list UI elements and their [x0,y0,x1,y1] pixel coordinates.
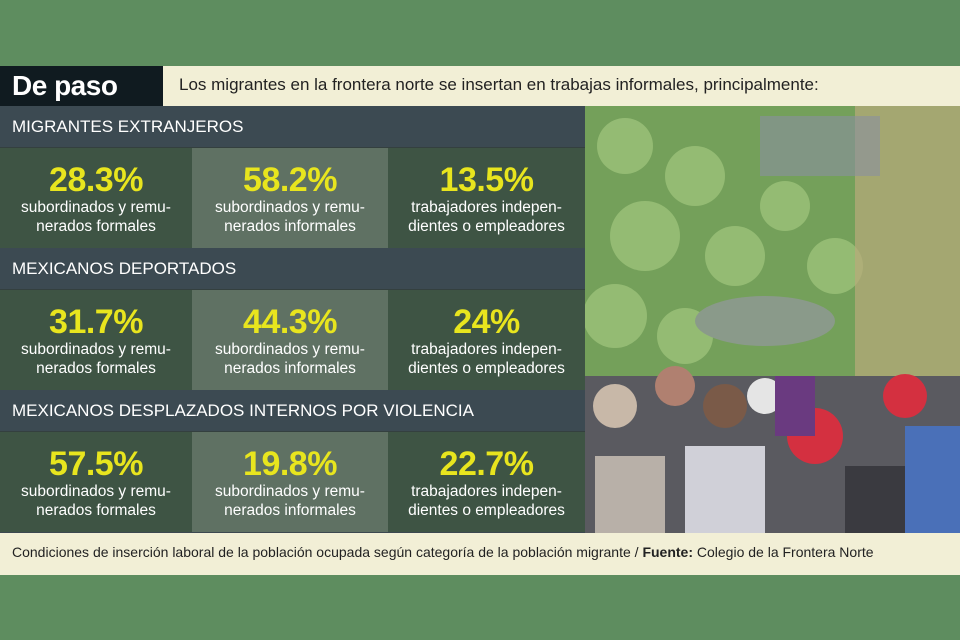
stat-card: 19.8% subordinados y remu- nerados infor… [192,432,388,532]
stat-desc-line1: subordinados y remu- [215,483,365,500]
stat-desc-line2: nerados formales [36,360,156,377]
stat-card: 28.3% subordinados y remu- nerados forma… [0,148,192,248]
stat-value: 19.8% [243,445,337,483]
stat-desc-line2: nerados formales [36,502,156,519]
stat-desc-line1: trabajadores indepen- [411,199,562,216]
stat-desc-line2: nerados informales [224,218,356,235]
stat-desc-line1: subordinados y remu- [21,483,171,500]
section-heading: MIGRANTES EXTRANJEROS [0,106,585,147]
source-text: Colegio de la Frontera Norte [693,544,874,560]
stat-card: 22.7% trabajadores indepen- dientes o em… [388,432,585,532]
stat-card: 13.5% trabajadores indepen- dientes o em… [388,148,585,248]
stat-value: 58.2% [243,161,337,199]
footer-caption: Condiciones de inserción laboral de la p… [0,533,960,575]
stat-desc-line1: subordinados y remu- [215,341,365,358]
stat-card: 31.7% subordinados y remu- nerados forma… [0,290,192,390]
stat-desc-line2: nerados informales [224,502,356,519]
stats-row: 57.5% subordinados y remu- nerados forma… [0,431,585,532]
stat-desc-line1: subordinados y remu- [21,199,171,216]
title: De paso [0,66,163,106]
stat-desc-line1: subordinados y remu- [215,199,365,216]
stat-value: 22.7% [439,445,534,483]
stats-row: 28.3% subordinados y remu- nerados forma… [0,147,585,248]
stat-card: 57.5% subordinados y remu- nerados forma… [0,432,192,532]
stats-row: 31.7% subordinados y remu- nerados forma… [0,289,585,390]
source-label: Fuente: [642,544,693,560]
stat-value: 57.5% [49,445,143,483]
stats-panel: MIGRANTES EXTRANJEROS 28.3% subordinados … [0,106,585,533]
caption-text: Condiciones de inserción laboral de la p… [12,544,643,560]
migrants-photo [585,106,960,533]
stat-value: 31.7% [49,303,143,341]
stat-desc-line2: nerados formales [36,218,156,235]
stat-desc-line2: dientes o empleadores [408,360,565,377]
stat-card: 44.3% subordinados y remu- nerados infor… [192,290,388,390]
stat-value: 24% [453,303,520,341]
stat-desc-line2: dientes o empleadores [408,218,565,235]
stat-desc-line2: nerados informales [224,360,356,377]
stat-value: 44.3% [243,303,337,341]
stat-card: 24% trabajadores indepen- dientes o empl… [388,290,585,390]
stat-value: 28.3% [49,161,143,199]
section-heading: MEXICANOS DEPORTADOS [0,248,585,289]
stat-value: 13.5% [439,161,534,199]
stat-card: 58.2% subordinados y remu- nerados infor… [192,148,388,248]
stat-desc-line2: dientes o empleadores [408,502,565,519]
stat-desc-line1: trabajadores indepen- [411,341,562,358]
stat-desc-line1: subordinados y remu- [21,341,171,358]
intro-text: Los migrantes en la frontera norte se in… [163,66,960,106]
stat-desc-line1: trabajadores indepen- [411,483,562,500]
section-heading: MEXICANOS DESPLAZADOS INTERNOS POR VIOLE… [0,390,585,431]
